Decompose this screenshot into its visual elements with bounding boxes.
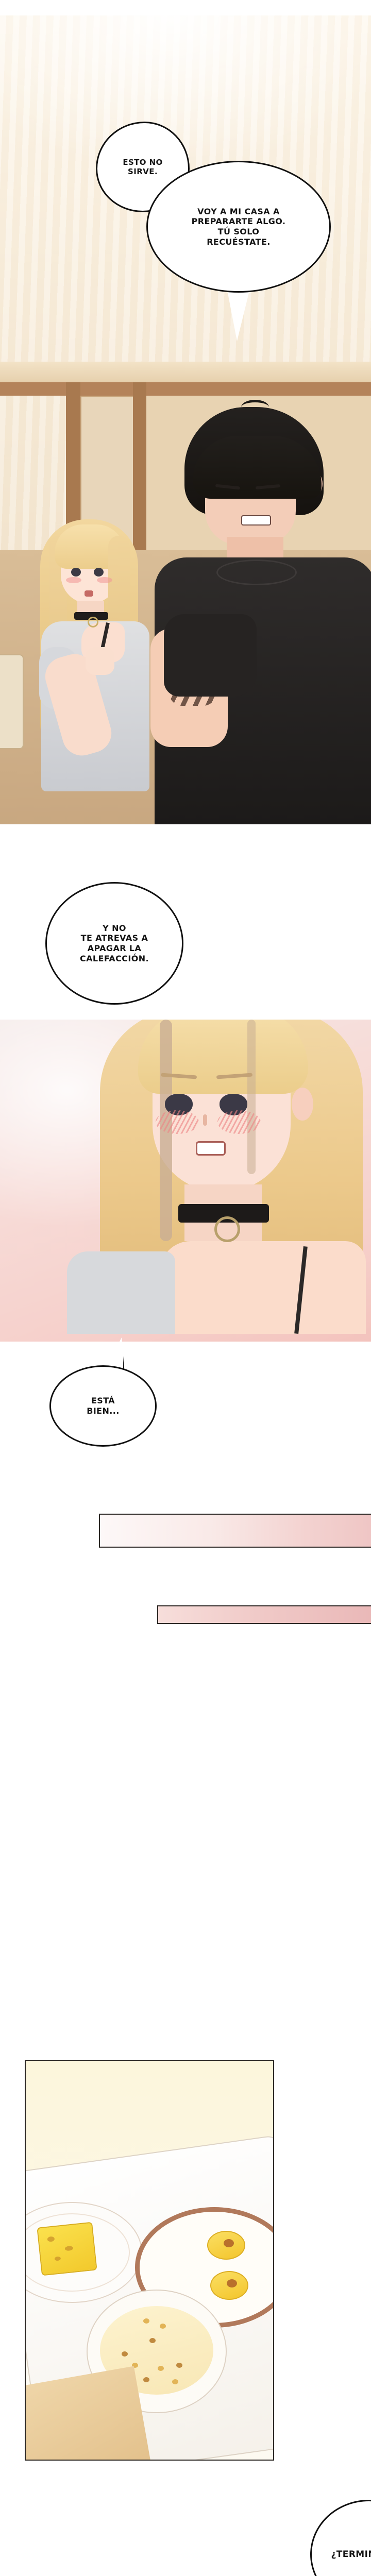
- character-woman-standing: [31, 500, 165, 824]
- omelette-spot: [47, 2236, 55, 2242]
- omelette-spot: [54, 2256, 61, 2261]
- porridge-grain: [122, 2351, 128, 2357]
- clenched-hand: [86, 647, 114, 675]
- porridge-grain: [149, 2338, 156, 2343]
- plate-rim: [26, 2213, 130, 2292]
- choker: [74, 612, 108, 628]
- shoulder: [160, 1241, 366, 1334]
- speech-bubble-calefaccion: Y NO TE ATREVAS A APAGAR LA CALEFACCIÓN.: [45, 882, 183, 1005]
- bubble-text: ESTÁ BIEN...: [87, 1396, 120, 1416]
- mouth: [241, 515, 271, 526]
- bubble-text: VOY A MI CASA A PREPARARTE ALGO. TÚ SOLO…: [191, 206, 286, 247]
- rolled-omelette: [37, 2222, 97, 2276]
- choker-ring-icon: [88, 617, 98, 628]
- panel-room-scene: [0, 15, 371, 824]
- porridge-grain: [143, 2318, 149, 2324]
- pancake-1: [207, 2231, 245, 2260]
- pancake-topping: [227, 2279, 237, 2287]
- hair-streak-right: [247, 1020, 256, 1174]
- hair-cowlick: [241, 400, 269, 415]
- blush-right: [217, 1110, 261, 1134]
- porridge-grain: [143, 2377, 149, 2382]
- horizontal-wood-beam: [0, 382, 371, 396]
- ceiling-strip: [0, 362, 371, 384]
- choker-ring-icon: [214, 1216, 240, 1242]
- bubble-text: Y NO TE ATREVAS A APAGAR LA CALEFACCIÓN.: [79, 923, 149, 963]
- mouth: [196, 1141, 226, 1156]
- panel-closeup-face: [0, 1020, 371, 1342]
- blush-left: [66, 577, 81, 583]
- speech-bubble-voy-a-mi-casa: VOY A MI CASA A PREPARARTE ALGO. TÚ SOLO…: [146, 161, 331, 293]
- porridge-grain: [132, 2363, 138, 2368]
- pancake-2: [210, 2271, 248, 2300]
- speech-bubble-terminaste: ¿TERMINASTE?: [310, 2500, 371, 2576]
- porridge-grain: [160, 2324, 166, 2329]
- porridge-bowl: [87, 2290, 227, 2413]
- character-woman-closeup: [67, 1020, 366, 1342]
- nose: [203, 1114, 207, 1126]
- omelette-spot: [64, 2245, 74, 2251]
- speech-bubble-esta-bien: ESTÁ BIEN...: [49, 1365, 157, 1447]
- vertical-wood-beam-right: [133, 382, 146, 552]
- shirt-collar: [216, 560, 297, 585]
- ear: [292, 1088, 313, 1121]
- pink-gradient-bar-upper: [99, 1514, 371, 1548]
- sleeve: [164, 614, 257, 697]
- blush-right: [97, 577, 112, 583]
- porridge-grain: [176, 2363, 182, 2368]
- panel-food-tray: [25, 2060, 274, 2461]
- pink-gradient-bar-lower: [157, 1605, 371, 1624]
- blush-left: [156, 1110, 199, 1134]
- porridge-grain: [158, 2366, 164, 2371]
- porridge-grain: [172, 2379, 178, 2384]
- grey-tshirt: [67, 1251, 175, 1334]
- bubble-text: ESTO NO SIRVE.: [123, 157, 163, 176]
- cabinet-edge: [0, 654, 24, 749]
- choker: [178, 1204, 269, 1242]
- character-man-standing: [150, 400, 371, 824]
- pancake-topping: [224, 2239, 234, 2247]
- bubble-text: ¿TERMINASTE?: [331, 2549, 371, 2560]
- eye-left: [71, 568, 81, 577]
- eye-right: [94, 568, 104, 577]
- mouth: [85, 590, 93, 597]
